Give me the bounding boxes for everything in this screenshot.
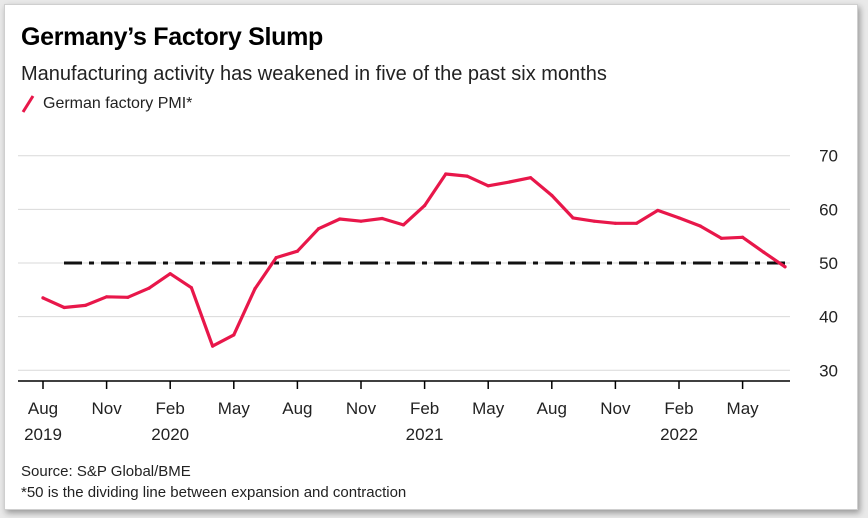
x-axis: Aug 2019 Nov Feb 2020 May Aug Nov Feb 2021 May Aug N… (18, 380, 790, 444)
data-point (592, 219, 596, 223)
chart-subtitle: Manufacturing activity has weakened in f… (21, 63, 607, 85)
data-point (295, 249, 299, 253)
y-tick-label: 40 (819, 308, 838, 327)
data-point (550, 193, 554, 198)
source-notes: Source: S&P Global/BME *50 is the dividi… (21, 461, 406, 503)
x-tick-label: Aug (28, 399, 58, 418)
data-point (62, 305, 66, 310)
footnote-text: *50 is the dividing line between expansi… (21, 484, 407, 501)
data-point (211, 344, 215, 348)
data-point (274, 256, 278, 260)
x-tick-label: Nov (91, 399, 122, 418)
data-point (571, 216, 575, 220)
y-axis-labels: 30 40 50 60 70 (819, 147, 838, 381)
chart-card: Germany’s Factory Slump Manufacturing ac… (4, 4, 858, 510)
x-tick-label: Aug (282, 399, 312, 418)
data-point (189, 286, 193, 290)
x-tick-label: Feb (156, 399, 185, 418)
chart-title: Germany’s Factory Slump (21, 23, 323, 51)
data-point (41, 296, 45, 300)
data-point (423, 204, 427, 208)
data-point (656, 208, 660, 213)
x-tick-label: Feb (410, 399, 439, 418)
x-tick-label: May (472, 399, 505, 418)
data-point (635, 221, 639, 225)
data-point (783, 265, 787, 269)
data-point (529, 176, 533, 180)
series-line (41, 172, 787, 348)
series-group (41, 172, 787, 348)
x-tick-label: Nov (600, 399, 631, 418)
y-tick-label: 30 (819, 361, 838, 380)
data-point (126, 295, 130, 299)
x-tick-year-label: 2020 (151, 425, 189, 444)
x-tick-year-label: 2021 (406, 425, 444, 444)
data-point (168, 272, 172, 276)
data-point (232, 333, 236, 337)
data-point (486, 184, 490, 188)
x-tick-year-label: 2022 (660, 425, 698, 444)
data-point (507, 180, 511, 184)
data-point (380, 216, 384, 221)
data-point (253, 287, 257, 291)
data-point (147, 286, 151, 290)
data-point (762, 250, 766, 254)
x-tick-label: May (727, 399, 760, 418)
x-tick-label: Aug (537, 399, 567, 418)
legend-label: German factory PMI* (43, 95, 193, 112)
legend-line-swatch (21, 95, 35, 113)
data-point (359, 219, 363, 223)
data-point (338, 217, 342, 221)
data-point (677, 216, 681, 220)
y-tick-label: 50 (819, 254, 838, 273)
data-point (401, 223, 405, 227)
data-point (698, 224, 702, 228)
x-tick-label: May (218, 399, 251, 418)
data-point (613, 221, 618, 225)
data-point (465, 174, 469, 178)
data-point (105, 295, 109, 299)
source-text: Source: S&P Global/BME (21, 463, 191, 480)
y-tick-label: 60 (819, 200, 838, 219)
data-point (317, 227, 321, 231)
data-point (444, 172, 448, 176)
x-tick-label: Feb (664, 399, 693, 418)
x-tick-label: Nov (346, 399, 377, 418)
data-point (83, 303, 87, 307)
x-tick-year-label: 2019 (24, 425, 62, 444)
data-point (719, 236, 724, 240)
data-point (741, 235, 745, 239)
y-tick-label: 70 (819, 147, 838, 166)
legend: German factory PMI* (21, 94, 192, 114)
